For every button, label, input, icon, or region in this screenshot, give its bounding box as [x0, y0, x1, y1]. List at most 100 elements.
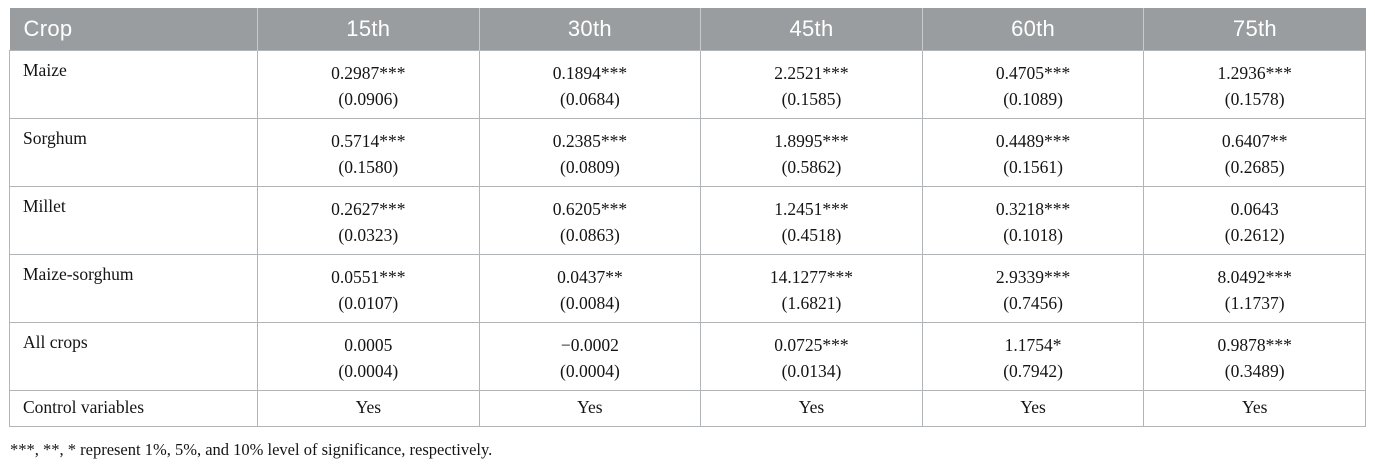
standard-error: (0.5862) [781, 156, 842, 177]
standard-error: (0.7942) [1003, 360, 1063, 381]
standard-error: (1.6821) [781, 292, 842, 313]
table-row: Millet 0.2627*** (0.0323) 0.6205*** (0.0… [9, 185, 1366, 255]
estimate-value: 1.2936*** [1217, 62, 1292, 83]
data-cell: 0.6407** (0.2685) [1143, 117, 1366, 187]
estimate-value: 14.1277*** [769, 266, 854, 287]
row-label: All crops [9, 321, 258, 391]
data-cell: 0.2385*** (0.0809) [478, 117, 702, 187]
row-label: Millet [9, 185, 258, 255]
standard-error: (0.1018) [1003, 224, 1063, 245]
standard-error: (0.3489) [1224, 360, 1285, 381]
data-cell: 14.1277*** (1.6821) [700, 253, 923, 323]
data-cell: 1.2451*** (0.4518) [700, 185, 923, 255]
column-header: 75th [1143, 8, 1366, 50]
column-header: 30th [478, 8, 701, 50]
table-row: Sorghum 0.5714*** (0.1580) 0.2385*** (0.… [9, 117, 1366, 187]
estimate-value: 8.0492*** [1217, 266, 1292, 287]
estimate-value: 0.6205*** [552, 198, 628, 219]
data-cell: 0.2627*** (0.0323) [257, 185, 480, 255]
data-cell: 8.0492*** (1.1737) [1143, 253, 1366, 323]
estimate-value: 0.2385*** [552, 130, 628, 151]
standard-error: (0.1580) [338, 156, 399, 177]
data-cell: −0.0002 (0.0004) [478, 321, 702, 391]
data-cell: 0.1894*** (0.0684) [478, 49, 702, 119]
control-value-cell: Yes [1143, 389, 1366, 427]
data-cell: 0.0437** (0.0084) [478, 253, 702, 323]
control-variables-row: Control variables Yes Yes Yes Yes Yes [9, 389, 1366, 427]
estimate-value: 0.2627*** [331, 198, 406, 219]
control-value-cell: Yes [921, 389, 1145, 427]
column-header: 60th [921, 8, 1144, 50]
data-cell: 2.2521*** (0.1585) [700, 49, 923, 119]
standard-error: (0.2685) [1224, 156, 1285, 177]
standard-error: (0.7456) [1003, 292, 1063, 313]
header-row: Crop 15th 30th 45th 60th 75th [9, 8, 1366, 50]
standard-error: (0.2612) [1224, 224, 1285, 245]
estimate-value: 0.1894*** [552, 62, 628, 83]
estimate-value: 1.1754* [1004, 334, 1062, 355]
estimate-value: 1.2451*** [774, 198, 849, 219]
standard-error: (0.1561) [1003, 156, 1063, 177]
estimate-value: 0.4705*** [995, 62, 1071, 83]
column-header: 45th [700, 8, 923, 50]
estimate-value: 0.4489*** [995, 130, 1071, 151]
control-value-cell: Yes [700, 389, 923, 427]
estimate-value: 0.0643 [1230, 198, 1279, 219]
estimate-value: −0.0002 [560, 334, 619, 355]
data-cell: 0.4489*** (0.1561) [921, 117, 1145, 187]
data-cell: 0.4705*** (0.1089) [921, 49, 1145, 119]
data-cell: 0.0005 (0.0004) [257, 321, 480, 391]
data-cell: 0.2987*** (0.0906) [257, 49, 480, 119]
data-cell: 0.5714*** (0.1580) [257, 117, 480, 187]
data-cell: 0.0725*** (0.0134) [700, 321, 923, 391]
standard-error: (0.1089) [1003, 88, 1063, 109]
standard-error: (0.0906) [338, 88, 399, 109]
standard-error: (0.4518) [781, 224, 842, 245]
control-value-cell: Yes [478, 389, 702, 427]
row-label: Control variables [9, 389, 258, 427]
data-cell: 0.3218*** (0.1018) [921, 185, 1145, 255]
data-cell: 2.9339*** (0.7456) [921, 253, 1145, 323]
data-cell: 0.0643 (0.2612) [1143, 185, 1366, 255]
data-cell: 1.8995*** (0.5862) [700, 117, 923, 187]
estimate-value: 0.5714*** [331, 130, 406, 151]
data-cell: 0.6205*** (0.0863) [478, 185, 702, 255]
data-cell: 0.9878*** (0.3489) [1143, 321, 1366, 391]
data-cell: 1.1754* (0.7942) [921, 321, 1145, 391]
row-label: Sorghum [9, 117, 258, 187]
table-row: Maize 0.2987*** (0.0906) 0.1894*** (0.06… [9, 49, 1366, 119]
standard-error: (1.1737) [1224, 292, 1285, 313]
standard-error: (0.0134) [781, 360, 842, 381]
standard-error: (0.0323) [338, 224, 399, 245]
significance-footnote: ***, **, * represent 1%, 5%, and 10% lev… [10, 439, 493, 459]
column-header: 15th [257, 8, 480, 50]
table-row: All crops 0.0005 (0.0004) −0.0002 (0.000… [9, 321, 1366, 391]
results-table: Crop 15th 30th 45th 60th 75th Maize 0.2987***… [9, 8, 1366, 427]
estimate-value: 2.9339*** [995, 266, 1071, 287]
estimate-value: 0.6407** [1221, 130, 1288, 151]
estimate-value: 0.3218*** [995, 198, 1071, 219]
estimate-value: 0.0005 [344, 334, 393, 355]
standard-error: (0.0684) [560, 88, 620, 109]
row-label: Maize [9, 49, 258, 119]
control-value-cell: Yes [257, 389, 480, 427]
standard-error: (0.1585) [781, 88, 842, 109]
row-label: Maize-sorghum [9, 253, 258, 323]
estimate-value: 0.2987*** [331, 62, 406, 83]
standard-error: (0.1578) [1224, 88, 1285, 109]
standard-error: (0.0084) [560, 292, 620, 313]
table-row: Maize-sorghum 0.0551*** (0.0107) 0.0437*… [9, 253, 1366, 323]
data-cell: 1.2936*** (0.1578) [1143, 49, 1366, 119]
standard-error: (0.0809) [560, 156, 620, 177]
estimate-value: 0.0437** [557, 266, 623, 287]
standard-error: (0.0004) [338, 360, 399, 381]
estimate-value: 1.8995*** [774, 130, 849, 151]
data-cell: 0.0551*** (0.0107) [257, 253, 480, 323]
estimate-value: 0.0551*** [331, 266, 406, 287]
estimate-value: 0.9878*** [1217, 334, 1292, 355]
estimate-value: 2.2521*** [774, 62, 849, 83]
standard-error: (0.0107) [338, 292, 399, 313]
standard-error: (0.0863) [560, 224, 620, 245]
table-body: Maize 0.2987*** (0.0906) 0.1894*** (0.06… [9, 49, 1366, 427]
